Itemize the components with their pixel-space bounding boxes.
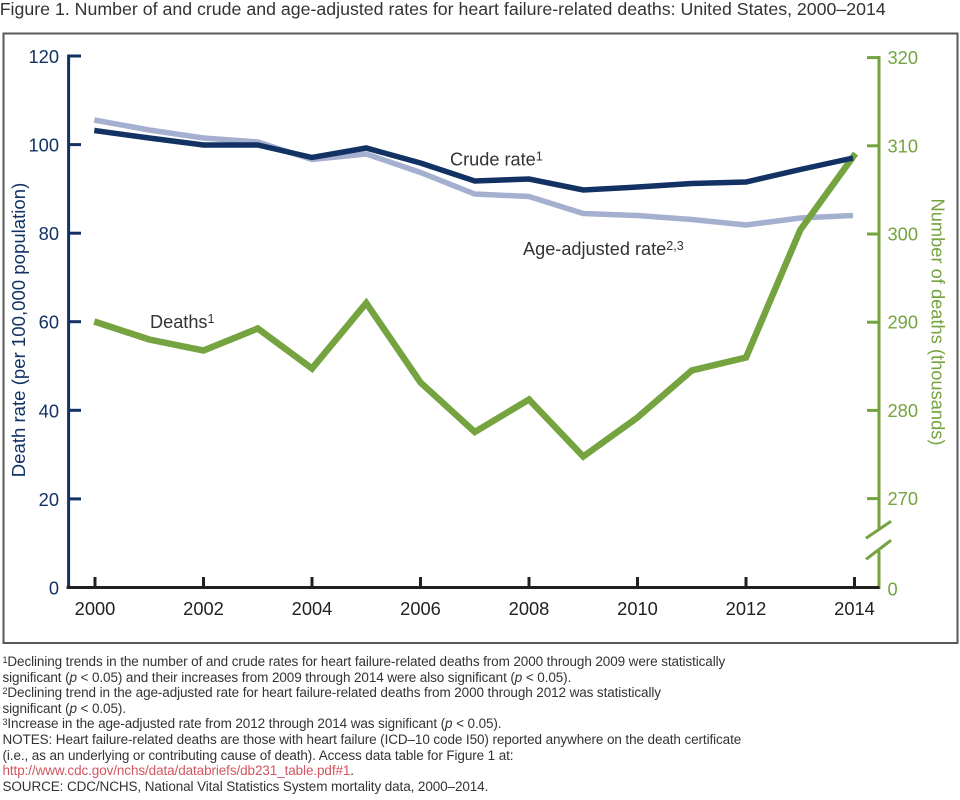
- svg-text:280: 280: [888, 400, 919, 421]
- svg-text:Crude rate1: Crude rate1: [450, 150, 543, 170]
- svg-text:300: 300: [888, 224, 919, 245]
- svg-text:290: 290: [888, 312, 919, 333]
- svg-text:20: 20: [39, 489, 59, 510]
- svg-text:2010: 2010: [617, 598, 658, 619]
- svg-text:120: 120: [28, 46, 59, 67]
- svg-text:2000: 2000: [75, 598, 116, 619]
- svg-text:60: 60: [39, 312, 59, 333]
- svg-text:Deaths1: Deaths1: [150, 312, 215, 332]
- svg-text:Number of deaths (thousands): Number of deaths (thousands): [928, 199, 949, 446]
- svg-text:0: 0: [888, 579, 898, 600]
- svg-text:Death rate (per 100,000 popula: Death rate (per 100,000 population): [8, 183, 29, 478]
- svg-text:2004: 2004: [292, 598, 333, 619]
- svg-text:270: 270: [888, 488, 919, 509]
- svg-text:310: 310: [888, 135, 919, 156]
- svg-text:2002: 2002: [183, 598, 224, 619]
- svg-text:2014: 2014: [834, 598, 875, 619]
- svg-text:0: 0: [49, 578, 59, 599]
- svg-text:100: 100: [28, 135, 59, 156]
- svg-text:2012: 2012: [726, 598, 767, 619]
- svg-text:2008: 2008: [509, 598, 550, 619]
- svg-text:Age-adjusted rate2,3: Age-adjusted rate2,3: [523, 239, 684, 259]
- svg-text:320: 320: [888, 47, 919, 68]
- svg-text:80: 80: [39, 223, 59, 244]
- svg-text:2006: 2006: [400, 598, 441, 619]
- svg-text:40: 40: [39, 400, 59, 421]
